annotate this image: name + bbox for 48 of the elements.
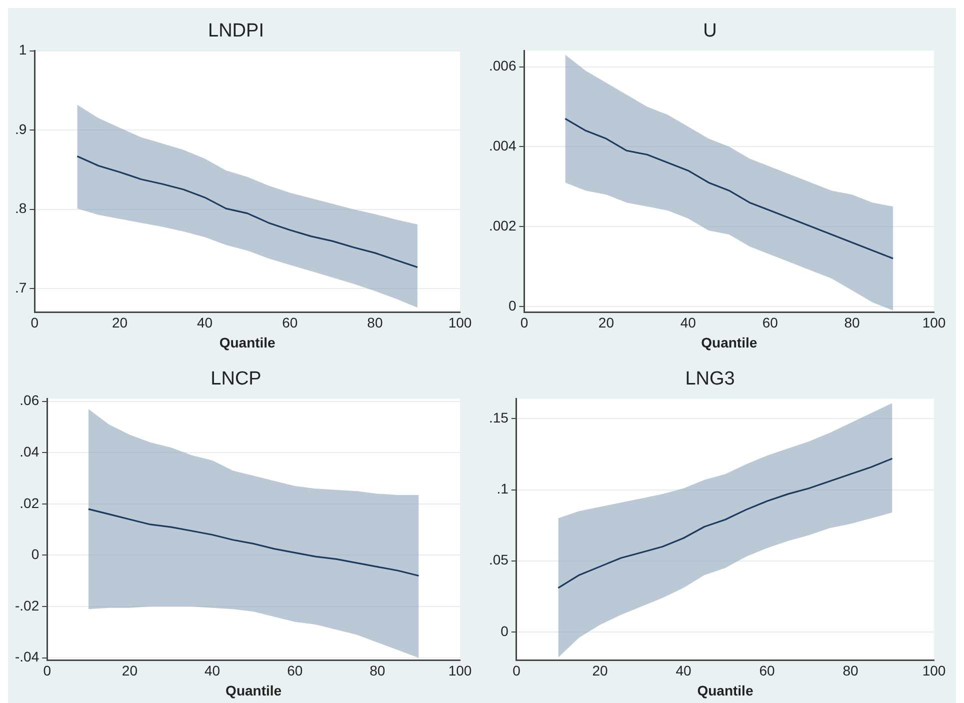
x-tick-label: 20 (112, 314, 128, 331)
y-tick-label: .05 (488, 552, 509, 568)
x-axis-title: Quantile (226, 682, 282, 698)
x-axis-title: Quantile (701, 334, 758, 350)
x-tick-label: 0 (520, 314, 528, 331)
y-tick-label: -.02 (15, 597, 40, 614)
y-tick-label: 0 (508, 297, 516, 314)
chart-title: LNG3 (685, 368, 735, 390)
x-tick-label: 20 (598, 314, 614, 331)
x-axis-title: Quantile (219, 334, 276, 350)
x-tick-label: 100 (922, 662, 946, 679)
y-tick-label: .002 (489, 217, 516, 234)
chart-title: LNCP (210, 368, 262, 390)
chart-title: U (703, 20, 717, 42)
chart-title: LNDPI (208, 20, 264, 42)
x-tick-label: 60 (287, 662, 303, 679)
y-tick-label: .006 (489, 58, 516, 74)
x-tick-label: 40 (197, 314, 213, 331)
x-tick-label: 100 (448, 314, 472, 331)
y-tick-label: .004 (489, 138, 516, 154)
y-tick-label: .06 (20, 392, 40, 408)
x-tick-label: 60 (282, 314, 298, 331)
y-tick-label: -.04 (15, 648, 40, 665)
y-tick-label: 1 (18, 42, 27, 58)
x-tick-label: 100 (922, 314, 946, 331)
x-tick-label: 80 (842, 662, 858, 679)
x-tick-label: 40 (680, 314, 696, 331)
x-tick-label: 40 (676, 662, 692, 679)
x-tick-label: 0 (43, 662, 52, 679)
x-tick-label: 80 (367, 314, 383, 331)
x-tick-label: 80 (370, 662, 386, 679)
x-tick-label: 60 (759, 662, 775, 679)
y-tick-label: .02 (20, 494, 40, 511)
y-tick-label: .9 (14, 120, 27, 137)
y-tick-label: .1 (496, 480, 509, 497)
y-tick-label: .15 (488, 410, 509, 426)
y-tick-label: 0 (31, 546, 40, 562)
y-tick-label: .04 (20, 444, 40, 460)
y-tick-label: .7 (14, 279, 27, 296)
x-axis-title: Quantile (697, 682, 754, 698)
x-tick-label: 60 (762, 314, 778, 331)
x-tick-label: 20 (122, 662, 138, 679)
x-tick-label: 80 (844, 314, 860, 331)
y-tick-label: 0 (500, 622, 509, 639)
x-tick-label: 100 (448, 662, 472, 679)
x-tick-label: 20 (592, 662, 608, 679)
y-tick-label: .8 (14, 200, 27, 216)
x-tick-label: 40 (204, 662, 220, 679)
